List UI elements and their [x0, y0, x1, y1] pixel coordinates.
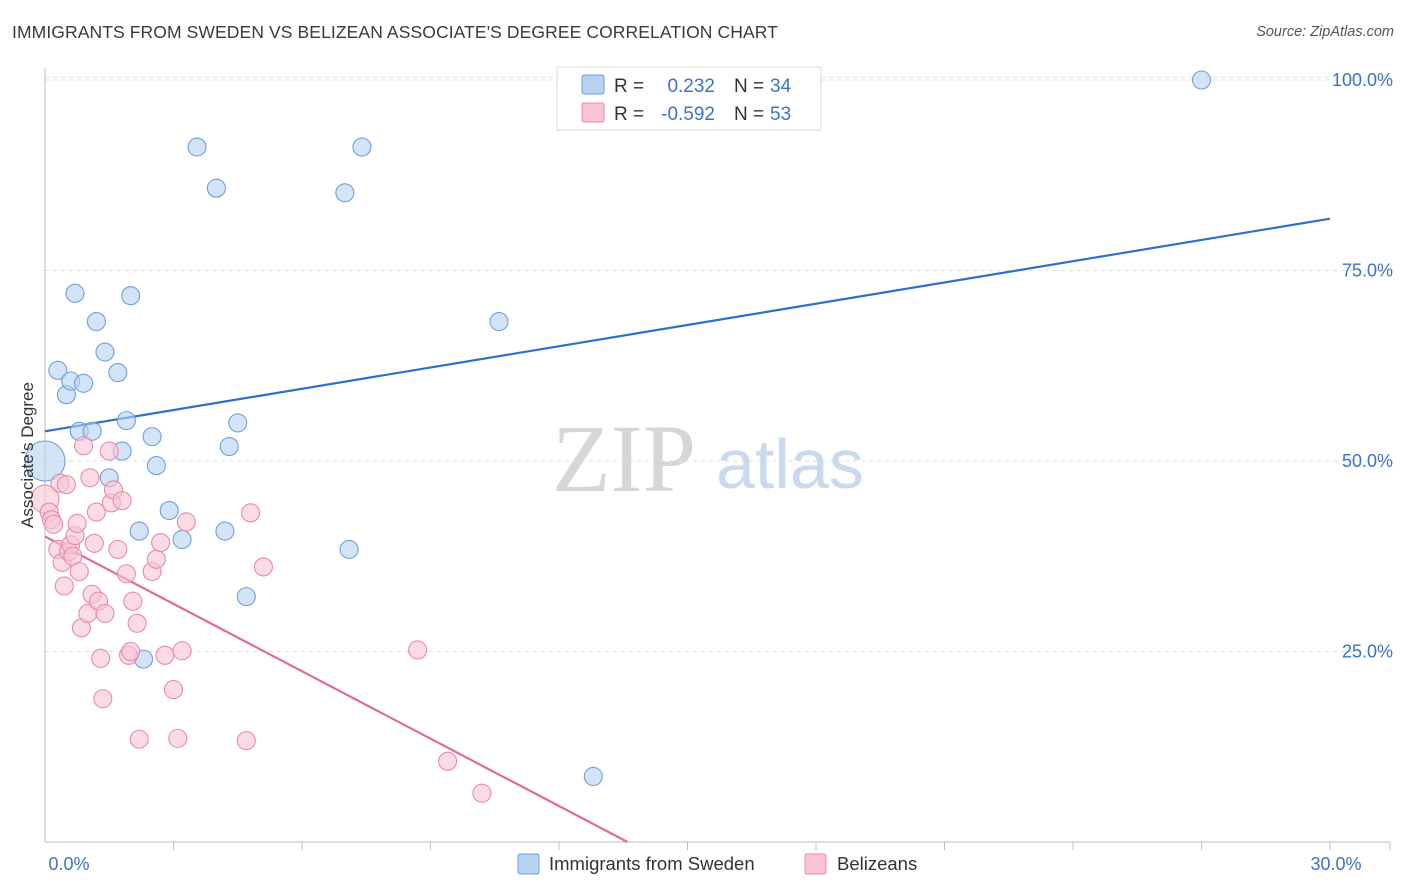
point-belizeans-26 [99, 441, 119, 461]
y-tick-label-50: 50.0% [1342, 451, 1393, 471]
point-sweden-21 [187, 137, 207, 157]
source-credit: Source: ZipAtlas.com [1256, 24, 1394, 40]
point-sweden-20 [172, 529, 192, 550]
point-belizeans-44 [176, 512, 196, 532]
point-sweden-4 [65, 283, 85, 303]
legend-n-label-sweden: N = [734, 76, 764, 97]
point-belizeans-42 [168, 728, 188, 748]
y-tick-labels: 25.0% 50.0% 75.0% 100.0% [1332, 70, 1393, 662]
point-belizeans-14 [69, 561, 89, 582]
point-sweden-23 [215, 521, 235, 541]
legend-n-value-sweden: 34 [770, 76, 792, 97]
point-sweden-7 [82, 421, 102, 441]
y-tick-label-75: 75.0% [1342, 261, 1393, 281]
point-sweden-11 [108, 363, 128, 383]
point-belizeans-48 [408, 640, 428, 660]
legend: R = 0.232 N = 34 R = -0.592 N = 53 [556, 66, 822, 131]
point-belizeans-20 [84, 533, 104, 553]
chart-title: IMMIGRANTS FROM SWEDEN VS BELIZEAN ASSOC… [12, 22, 778, 42]
point-belizeans-3 [44, 514, 64, 534]
trend-lines [44, 217, 1331, 843]
point-belizeans-21 [86, 502, 106, 522]
point-belizeans-38 [146, 549, 166, 569]
point-sweden-19 [159, 500, 179, 521]
point-belizeans-41 [163, 680, 184, 700]
legend-r-label-sweden: R = [614, 76, 644, 97]
bottom-legend-swatch-belizeans [804, 853, 827, 875]
point-belizeans-43 [172, 641, 192, 661]
point-sweden-6 [74, 373, 94, 393]
bottom-legend-label-sweden: Immigrants from Sweden [549, 853, 755, 874]
point-sweden-9 [95, 342, 115, 362]
gridlines [45, 76, 1390, 652]
point-sweden-22 [206, 178, 226, 198]
point-sweden-1 [48, 360, 68, 380]
point-belizeans-45 [236, 731, 256, 751]
trend-line-sweden [44, 217, 1331, 433]
point-belizeans-47 [253, 557, 274, 577]
point-sweden-31 [583, 766, 603, 787]
legend-n-value-belizeans: 53 [770, 104, 791, 125]
point-belizeans-23 [91, 648, 111, 668]
point-sweden-15 [129, 521, 149, 541]
point-belizeans-40 [155, 645, 175, 665]
watermark: ZIP atlas [552, 405, 864, 512]
bottom-legend-label-belizeans: Belizeans [837, 853, 917, 874]
series-sweden [24, 70, 1212, 787]
legend-r-label-belizeans: R = [614, 104, 644, 125]
data-points [24, 70, 1212, 803]
point-belizeans-25 [95, 603, 115, 623]
point-sweden-27 [335, 183, 355, 203]
point-sweden-14 [121, 286, 141, 306]
y-tick-label-25: 25.0% [1342, 642, 1393, 662]
legend-swatch-belizeans [581, 102, 605, 123]
point-sweden-32 [1191, 70, 1212, 90]
point-belizeans-7 [54, 576, 74, 596]
point-belizeans-33 [121, 641, 141, 662]
point-belizeans-16 [74, 436, 94, 456]
point-sweden-17 [142, 427, 162, 447]
watermark-atlas: atlas [716, 425, 864, 503]
point-belizeans-39 [151, 532, 171, 553]
point-sweden-0 [24, 440, 66, 482]
point-sweden-24 [219, 436, 239, 457]
point-belizeans-31 [116, 564, 136, 584]
point-belizeans-24 [93, 689, 113, 709]
x-tick-label-30: 30.0% [1310, 854, 1361, 874]
point-belizeans-35 [127, 613, 147, 633]
point-sweden-25 [228, 413, 248, 433]
point-belizeans-29 [108, 539, 128, 559]
watermark-zip: ZIP [552, 405, 696, 512]
legend-n-label-belizeans: N = [734, 104, 764, 125]
point-belizeans-49 [438, 751, 458, 771]
point-sweden-28 [339, 539, 359, 559]
point-sweden-18 [146, 456, 166, 476]
point-belizeans-50 [472, 783, 492, 803]
point-belizeans-30 [112, 491, 132, 511]
point-sweden-29 [352, 137, 372, 157]
point-sweden-26 [236, 587, 256, 607]
series-belizeans [30, 436, 492, 803]
point-belizeans-46 [241, 503, 261, 523]
point-belizeans-34 [123, 591, 143, 611]
legend-swatch-sweden [581, 74, 605, 95]
point-sweden-8 [86, 312, 106, 332]
bottom-legend-swatch-sweden [517, 853, 540, 875]
y-tick-label-100: 100.0% [1332, 70, 1393, 90]
point-sweden-30 [489, 312, 509, 332]
point-sweden-13 [116, 411, 136, 431]
point-belizeans-8 [56, 475, 76, 495]
bottom-legend: Immigrants from Sweden Belizeans [517, 853, 917, 875]
legend-r-value-belizeans: -0.592 [661, 104, 715, 125]
x-tick-label-0: 0.0% [48, 854, 89, 874]
x-tick-labels: 0.0% 30.0% [48, 854, 1361, 874]
legend-r-value-sweden: 0.232 [667, 76, 715, 97]
point-belizeans-18 [80, 468, 100, 488]
point-belizeans-13 [67, 513, 87, 534]
point-belizeans-36 [129, 729, 149, 749]
trend-line-belizeans [44, 535, 629, 843]
y-axis-title: Associate's Degree [18, 382, 37, 528]
